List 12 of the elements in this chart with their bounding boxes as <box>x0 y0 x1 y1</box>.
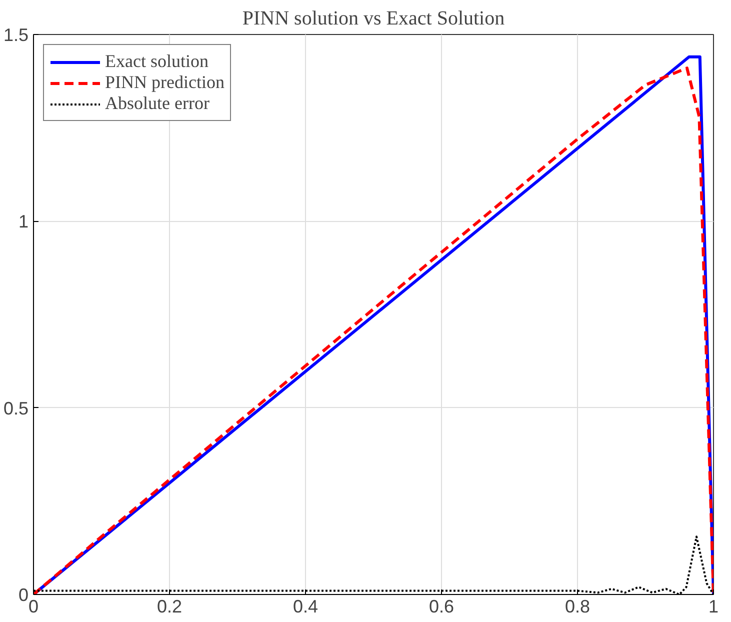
x-tick-label: 0.4 <box>292 596 318 616</box>
legend-label: PINN prediction <box>105 72 224 93</box>
legend-label: Absolute error <box>105 93 210 114</box>
x-tick-label: 1 <box>708 596 719 616</box>
chart-title: PINN solution vs Exact Solution <box>242 8 505 30</box>
x-tick-label: 0.2 <box>156 596 182 616</box>
y-tick-label: 1 <box>18 212 29 232</box>
y-tick-label: 1.5 <box>3 25 29 45</box>
x-tick-label: 0.6 <box>428 596 454 616</box>
x-tick-label: 0.8 <box>564 596 590 616</box>
y-tick-label: 0.5 <box>3 398 29 418</box>
legend-label: Exact solution <box>105 51 208 72</box>
